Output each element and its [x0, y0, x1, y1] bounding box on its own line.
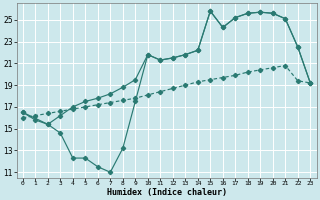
X-axis label: Humidex (Indice chaleur): Humidex (Indice chaleur)	[107, 188, 227, 197]
